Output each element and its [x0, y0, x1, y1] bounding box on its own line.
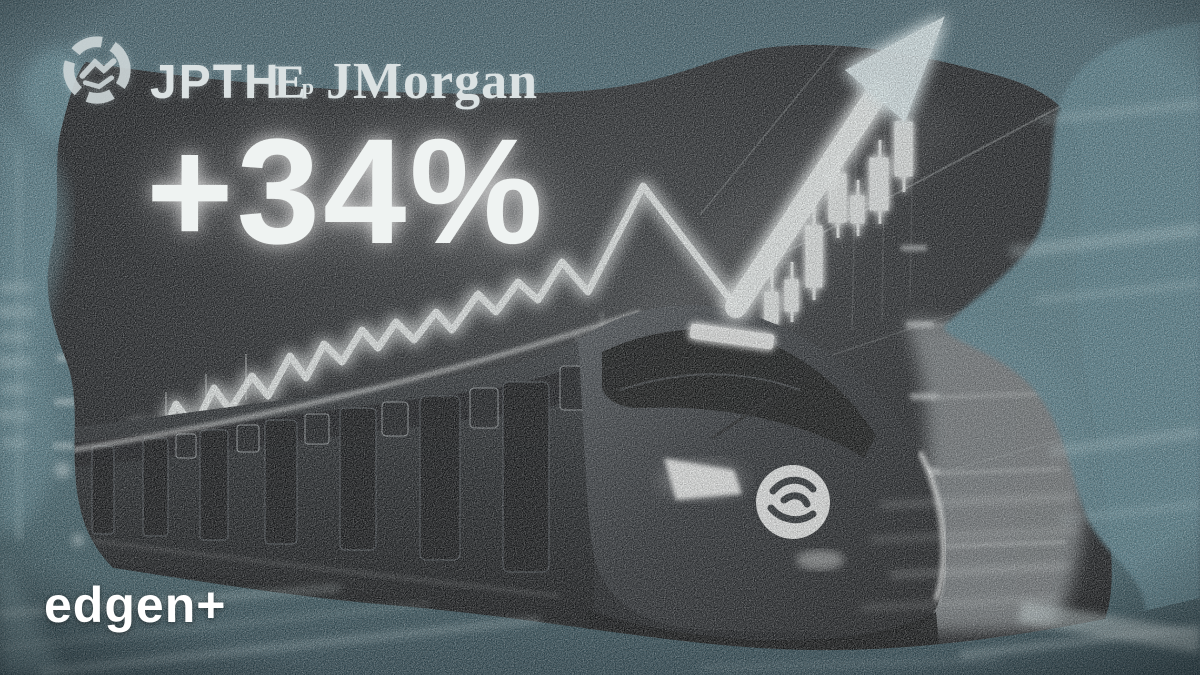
brand-segment-sans: JPTH: [150, 56, 281, 109]
octagon-handshake-icon: [63, 36, 131, 104]
headline-percentage: +34%: [146, 107, 546, 275]
brand-lockup: JPTH E p JMorgan: [58, 30, 538, 110]
brand-segment-small: p: [301, 74, 314, 99]
watermark-wordmark: edgen+: [44, 577, 227, 633]
brand-segment-serif: E: [273, 56, 306, 109]
brand-wordmark: JPTH E p JMorgan: [150, 56, 538, 110]
brand-segment-serif-2: JMorgan: [325, 53, 539, 110]
